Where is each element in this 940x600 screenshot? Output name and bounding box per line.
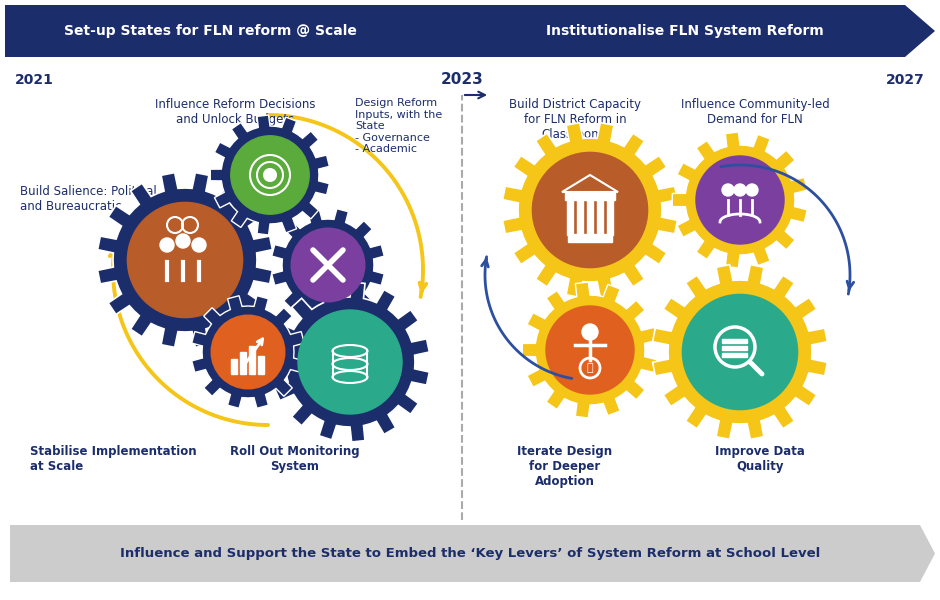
Polygon shape [523,282,657,418]
Circle shape [298,310,402,414]
Circle shape [192,238,206,252]
Text: Influence Reform Decisions
and Unlock Budgets: Influence Reform Decisions and Unlock Bu… [155,98,315,126]
Bar [722,346,747,350]
Bar [597,200,603,235]
Circle shape [160,238,174,252]
Bar [567,200,573,235]
Bar [587,200,593,235]
Circle shape [722,184,734,196]
Polygon shape [272,209,384,321]
Text: ⭐: ⭐ [587,363,593,373]
Polygon shape [5,5,935,57]
Bar [258,356,264,374]
Bar [607,200,613,235]
Circle shape [176,234,190,248]
Text: Improve Data
Quality: Improve Data Quality [715,445,805,473]
Circle shape [532,152,648,268]
Text: Influence Community-led
Demand for FLN: Influence Community-led Demand for FLN [681,98,829,126]
Circle shape [128,202,243,317]
Polygon shape [652,265,827,439]
Circle shape [546,306,634,394]
Circle shape [582,324,598,340]
Circle shape [291,228,365,302]
Bar [231,359,237,374]
Text: Stabilise Implementation
at Scale: Stabilise Implementation at Scale [30,445,196,473]
Bar [577,200,583,235]
Polygon shape [211,115,329,235]
Text: Build District Capacity
for FLN Reform in
Classrooms: Build District Capacity for FLN Reform i… [509,98,641,141]
Text: Design Reform
Inputs, with the
State
- Governance
- Academic: Design Reform Inputs, with the State - G… [355,98,442,154]
Text: 2023: 2023 [441,73,483,88]
Bar [568,234,612,242]
Circle shape [696,156,784,244]
Circle shape [682,295,798,410]
Polygon shape [10,525,935,582]
Bar [722,353,747,357]
Text: 2021: 2021 [15,73,54,87]
Polygon shape [192,296,305,408]
Text: Institutionalise FLN System Reform: Institutionalise FLN System Reform [546,24,823,38]
Text: Build Salience: Political
and Bureaucratic: Build Salience: Political and Bureaucrat… [20,185,157,213]
Bar [249,346,255,374]
Bar [722,339,747,343]
Circle shape [734,184,746,196]
Polygon shape [98,173,273,347]
Text: Iterate Design
for Deeper
Adoption: Iterate Design for Deeper Adoption [517,445,613,488]
Polygon shape [271,282,430,442]
Text: Set-up States for FLN reform @ Scale: Set-up States for FLN reform @ Scale [64,24,356,38]
Text: Roll Out Monitoring
System: Roll Out Monitoring System [230,445,360,473]
Circle shape [264,169,276,181]
Circle shape [746,184,758,196]
Circle shape [231,136,309,214]
Polygon shape [503,122,678,298]
Circle shape [212,315,285,389]
Text: 2027: 2027 [886,73,925,87]
Bar [565,192,615,200]
Text: Influence and Support the State to Embed the ‘Key Levers’ of System Reform at Sc: Influence and Support the State to Embed… [120,547,820,560]
Polygon shape [672,132,807,268]
Bar [240,352,246,374]
